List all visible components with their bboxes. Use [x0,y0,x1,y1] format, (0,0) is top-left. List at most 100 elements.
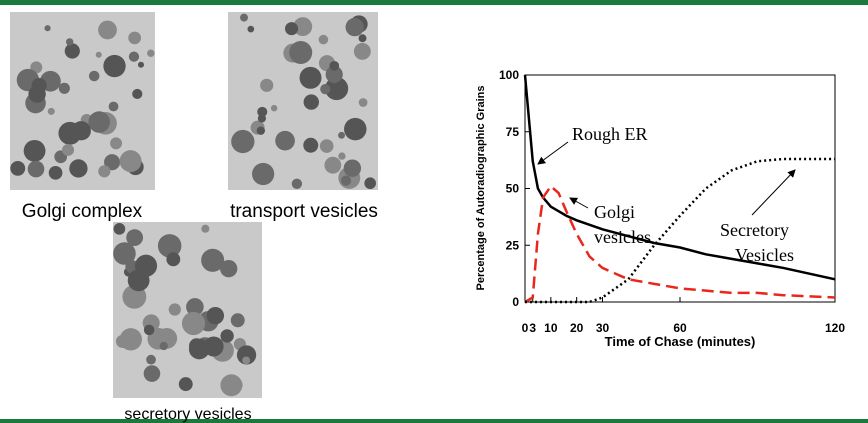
y-tick-label: 0 [512,295,519,309]
vesicle [146,354,156,365]
vesicle [338,131,346,139]
vesicle [128,51,140,62]
vesicle [181,311,206,336]
vesicle [178,377,193,392]
vesicle [358,98,368,107]
vesicle [88,111,110,133]
y-axis-label: Percentage of Autoradiographic Grains [475,86,487,291]
vesicle [113,223,126,235]
arrow [569,197,589,209]
vesicle [201,248,225,272]
vesicle [103,54,126,78]
annotation: vesicles [594,227,651,247]
arrow [751,169,796,216]
vesicle [147,49,155,57]
x-tick-label: 3 [529,321,536,335]
vesicle [231,129,255,154]
x-tick-label: 60 [673,321,687,335]
vesicle [340,175,352,186]
vesicle [230,313,245,328]
vesicle [47,107,55,115]
vesicle [343,159,362,177]
image-caption: secretory vesicles [124,406,251,423]
vesicle [364,177,376,190]
vesicle [325,76,349,101]
vesicle [128,31,142,45]
annotation: Secretory [720,220,789,240]
vesicle [240,13,249,22]
y-tick-label: 50 [506,182,520,196]
vesicle [257,114,266,123]
vesicle [126,229,144,246]
vesicle [113,242,136,265]
vesicle [358,34,367,43]
y-tick-label: 25 [506,238,520,252]
vesicle [329,60,340,71]
vesicle [159,341,168,351]
vesicle [303,137,319,153]
vesicle [345,17,364,37]
vesicle [319,139,334,153]
vesicle [270,104,278,112]
vesicle [64,43,80,59]
image-caption: Golgi complex [22,201,143,222]
bottom-bar [0,419,868,423]
vesicle [257,106,268,117]
vesicle [247,25,255,33]
vesicle [166,252,181,267]
vesicle [220,259,238,278]
vesicle [256,126,266,135]
vesicle [137,61,144,68]
vesicle [324,156,342,174]
vesicle [291,178,303,189]
x-tick-label: 120 [825,321,845,335]
vesicle [69,159,88,178]
vesicle [62,143,75,156]
image-caption: transport vesicles [230,201,378,222]
vesicle [28,85,46,103]
vesicle [318,34,329,45]
vesicle [27,160,45,178]
x-tick-label: 10 [544,321,558,335]
vesicle [293,17,313,37]
top-bar [0,0,868,5]
vesicle [48,165,63,180]
vesicle [23,139,46,162]
vesicle [104,154,121,171]
vesicle [98,20,117,40]
vesicle [220,374,243,397]
vesicle [284,22,299,36]
series-line [523,74,836,281]
x-tick-label: 0 [522,321,529,335]
vesicle [119,150,142,173]
x-tick-label: 30 [596,321,610,335]
vesicle [260,78,274,92]
vesicle [344,117,367,141]
vesicle [98,165,111,178]
vesicle [186,298,204,316]
vesicle [95,51,102,58]
x-axis-label: Time of Chase (minutes) [605,334,756,349]
annotation: Golgi [594,202,635,222]
y-tick-label: 75 [506,125,520,139]
vesicle [325,65,343,84]
vesicle [10,160,26,176]
vesicle [44,25,51,32]
annotation: Vesicles [735,245,794,265]
vesicle [119,328,142,351]
vesicle [299,66,322,89]
vesicle [110,137,123,150]
vesicle [320,83,331,95]
x-tick-label: 20 [570,321,584,335]
vesicle [303,94,319,110]
vesicle [206,306,225,325]
vesicle [134,254,158,277]
vesicle [338,152,346,160]
y-tick-label: 100 [499,68,519,82]
vesicle [65,38,74,46]
vesicle [203,336,224,357]
vesicle [289,41,313,65]
vesicle [132,88,143,100]
